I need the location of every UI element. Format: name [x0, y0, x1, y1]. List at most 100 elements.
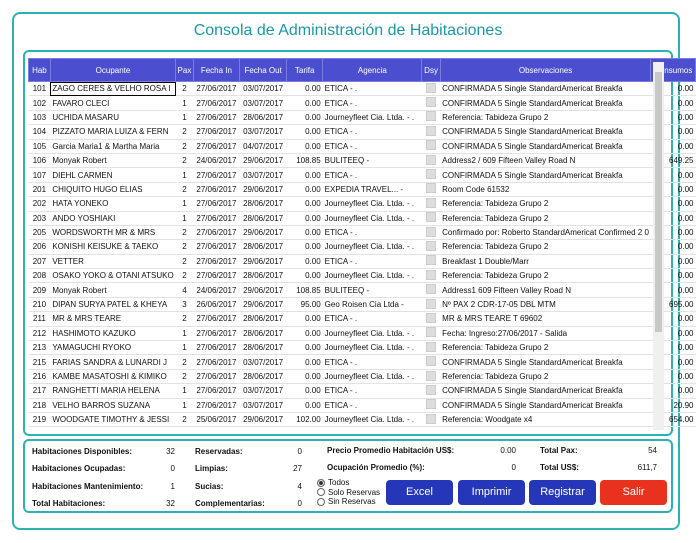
checkbox[interactable] — [426, 183, 437, 194]
table-cell: Journeyfleet Cia. Ltda. - . — [322, 211, 422, 226]
radio-option[interactable]: Todos — [317, 478, 349, 487]
table-cell: 27/06/2017 — [193, 369, 240, 385]
table-row[interactable]: 209 Monyak Robert 4 24/06/2017 29/06/2017 108… — [28, 282, 696, 298]
table-cell: ZAGO CERES & VELHO ROSA I — [50, 81, 176, 97]
checkbox[interactable] — [426, 226, 437, 237]
table-cell: 1 — [175, 167, 194, 183]
table-cell: 26/06/2017 — [193, 297, 240, 313]
table-cell: 0.00 — [286, 311, 323, 327]
table-cell: 27/06/2017 — [193, 340, 240, 356]
checkbox[interactable] — [426, 97, 437, 108]
table-row[interactable]: 206 KONISHI KEISUKE & TAEKO 2 27/06/2017 28/… — [28, 239, 696, 255]
table-cell: 0.00 — [286, 196, 323, 212]
checkbox[interactable] — [426, 212, 437, 223]
table-cell: 29/06/2017 — [239, 153, 287, 169]
button[interactable]: Salir — [600, 480, 667, 505]
summary-panel — [23, 439, 673, 513]
checkbox[interactable] — [426, 255, 437, 266]
checkbox[interactable] — [426, 399, 437, 410]
table-row[interactable]: 102 FAVARO CLECI 1 27/06/2017 03/07/2017 0.00… — [28, 95, 696, 111]
table-cell: EXPEDIA TRAVEL... - — [322, 182, 422, 198]
scroll-thumb[interactable] — [655, 72, 662, 332]
table-cell: HATA YONEKO — [50, 196, 176, 212]
table-row[interactable]: 101 ZAGO CERES & VELHO ROSA I 2 27/06/2017 0… — [28, 81, 696, 97]
table-cell: MR & MRS TEARE — [50, 311, 176, 327]
table-row[interactable]: 217 RANGHETTI MARIA HELENA 1 27/06/2017 03/0… — [28, 383, 696, 399]
radio-option[interactable]: Solo Reservas — [317, 488, 380, 497]
scrollbar[interactable] — [653, 62, 664, 430]
table-cell: 27/06/2017 — [193, 239, 240, 255]
table-cell: 28/06/2017 — [239, 239, 287, 255]
table-cell: 207 — [28, 254, 51, 270]
table-row[interactable]: 219 WOODGATE TIMOTHY & JESSI 2 25/06/2017 29… — [28, 412, 696, 428]
checkbox[interactable] — [426, 140, 437, 151]
stat-value: 611,7 — [637, 463, 657, 472]
table-cell: Nº PAX 2 CDR-17-05 DBL MTM — [440, 297, 651, 313]
table-cell: Garcia Maria1 & Martha Maria — [50, 139, 176, 154]
checkbox[interactable] — [426, 111, 437, 122]
checkbox[interactable] — [426, 413, 437, 424]
table-row[interactable]: 216 KAMBE MASATOSHI & KIMIKO 2 27/06/2017 28… — [28, 369, 696, 385]
table-cell: Fecha: Ingreso:27/06/2017 - Salida — [440, 326, 651, 342]
checkbox[interactable] — [426, 240, 437, 251]
radio-button[interactable] — [317, 497, 325, 506]
table-row[interactable]: 211 MR & MRS TEARE 2 27/06/2017 28/06/2017 0.… — [28, 311, 696, 327]
table-cell: BULITEEQ - — [322, 282, 422, 298]
table-row[interactable]: 106 Monyak Robert 2 24/06/2017 29/06/2017 108… — [28, 153, 696, 169]
table-cell: 210 — [28, 297, 51, 313]
radio-option[interactable]: Sin Reservas — [317, 497, 376, 506]
checkbox[interactable] — [426, 327, 437, 338]
table-cell — [421, 369, 441, 385]
checkbox[interactable] — [426, 269, 437, 280]
checkbox[interactable] — [426, 384, 437, 395]
table-row[interactable]: 103 UCHIDA MASARU 1 27/06/2017 28/06/2017 0.0… — [28, 110, 696, 126]
radio-label: Todos — [328, 478, 350, 487]
checkbox[interactable] — [426, 284, 437, 295]
table-cell: Referencia: Tabideza Grupo 2 — [440, 211, 651, 226]
table-cell: Address2 / 609 Fifteen Valley Road N — [440, 153, 651, 169]
checkbox[interactable] — [426, 82, 437, 93]
column-header: Tarifa — [286, 58, 324, 82]
table-row[interactable]: 201 CHIQUITO HUGO ELIAS 2 27/06/2017 29/06/2… — [28, 182, 696, 198]
table-row[interactable]: 104 PIZZATO MARIA LUIZA & FERN 2 27/06/2017… — [28, 124, 696, 140]
table-cell: 2 — [175, 354, 194, 370]
table-row[interactable]: 205 WORDSWORTH MR & MRS 2 27/06/2017 29/06/2… — [28, 225, 696, 241]
checkbox[interactable] — [426, 370, 437, 381]
checkbox[interactable] — [426, 312, 437, 323]
table-row[interactable]: 215 FARIAS SANDRA & LUNARDI J 2 27/06/2017 0… — [28, 354, 696, 370]
table-row[interactable]: 107 DIEHL CARMEN 1 27/06/2017 03/07/2017 0.00… — [28, 167, 696, 183]
table-row[interactable]: 105 Garcia Maria1 & Martha Maria 2 27/06/20… — [28, 139, 696, 154]
checkbox[interactable] — [426, 341, 437, 352]
table-cell: CONFIRMADA 5 Single StandardAmericat Bre… — [440, 398, 651, 413]
table-row[interactable]: 203 ANDO YOSHIAKI 1 27/06/2017 28/06/2017 0.0… — [28, 211, 696, 226]
checkbox[interactable] — [426, 169, 437, 180]
table-row[interactable]: 213 YAMAGUCHI RYOKO 1 27/06/2017 28/06/2017 0… — [28, 340, 696, 356]
table-cell: 2 — [175, 369, 194, 385]
table-cell: 2 — [175, 268, 194, 284]
checkbox[interactable] — [426, 197, 437, 208]
table-row[interactable]: 208 OSAKO YOKO & OTANI ATSUKO 2 27/06/2017 2… — [28, 268, 696, 284]
table-cell: ETICA - . — [322, 81, 422, 97]
column-header: Dsy — [421, 58, 441, 82]
checkbox[interactable] — [426, 298, 437, 309]
checkbox[interactable] — [426, 154, 437, 165]
checkbox[interactable] — [426, 356, 437, 367]
table-cell: 0.00 — [286, 340, 323, 356]
table-row[interactable]: 210 DIPAN SURYA PATEL & KHEYA 3 26/06/2017 2… — [28, 297, 696, 313]
button[interactable]: Registrar — [529, 480, 596, 505]
table-row[interactable]: 202 HATA YONEKO 1 27/06/2017 28/06/2017 0.00 J… — [28, 196, 696, 212]
table-cell: DIPAN SURYA PATEL & KHEYA — [50, 297, 176, 313]
table-cell: ANDO YOSHIAKI — [50, 211, 176, 226]
button[interactable]: Excel — [386, 480, 453, 505]
table-cell: CONFIRMADA 5 Single StandardAmericat Bre… — [440, 167, 651, 183]
table-cell: 1 — [175, 95, 194, 111]
table-cell: Journeyfleet Cia. Ltda. - . — [322, 412, 422, 428]
table-row[interactable]: 212 HASHIMOTO KAZUKO 1 27/06/2017 28/06/2017… — [28, 326, 696, 342]
radio-button[interactable] — [317, 478, 325, 487]
table-row[interactable]: 207 VETTER 2 27/06/2017 29/06/2017 0.00 ETICA … — [28, 254, 696, 270]
button[interactable]: Imprimir — [458, 480, 525, 505]
radio-button[interactable] — [317, 488, 325, 497]
table-row[interactable]: 218 VELHO BARROS SUZANA 1 27/06/2017 03/07/2… — [28, 398, 696, 413]
table-cell — [421, 326, 441, 342]
checkbox[interactable] — [426, 125, 437, 136]
